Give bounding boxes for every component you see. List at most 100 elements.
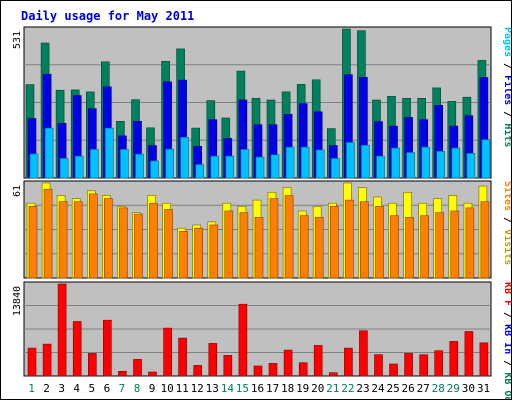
axis-legend: KB F / KB In / KB Out	[502, 282, 511, 399]
day-label: 30	[462, 382, 475, 395]
sites-bar	[329, 206, 339, 279]
pages-bar	[466, 153, 476, 179]
sites-bar	[179, 231, 188, 279]
pages-bar	[346, 142, 355, 179]
pages-bar	[180, 137, 189, 179]
kb-f-bar	[27, 347, 37, 377]
pages-bar	[285, 146, 295, 179]
sites-bar	[375, 206, 384, 279]
sites-bar	[390, 215, 399, 279]
sites-bar	[194, 227, 203, 279]
kb-f-bar	[449, 341, 459, 377]
pages-bar	[74, 155, 84, 179]
pages-bar	[240, 149, 250, 179]
day-label: 16	[251, 382, 264, 395]
pages-bar	[135, 153, 144, 179]
kb-f-bar	[118, 370, 127, 377]
pages-bar	[150, 160, 159, 179]
y-max-label: 61	[12, 185, 23, 197]
pages-bar	[481, 139, 491, 179]
kb-f-bar	[193, 365, 202, 377]
sites-bar	[345, 199, 354, 279]
sites-bar	[405, 217, 414, 279]
pages-bar	[210, 155, 220, 179]
kb-f-bar	[103, 319, 112, 377]
pages-bar	[330, 158, 340, 179]
pages-bar	[165, 148, 174, 179]
pages-bar	[421, 146, 431, 179]
day-label: 31	[477, 382, 490, 395]
sites-bar	[28, 206, 38, 279]
pages-bar	[315, 149, 325, 179]
sites-bar	[119, 207, 128, 279]
sites-bar	[149, 202, 158, 279]
legend-sites: Sites	[502, 181, 511, 211]
legend-kb-out: KB Out	[502, 372, 511, 399]
kb-f-bar	[328, 372, 338, 377]
pages-bar	[120, 149, 129, 179]
day-label: 12	[191, 382, 204, 395]
legend-/: /	[502, 306, 511, 324]
kb-f-bar	[42, 343, 52, 377]
axis-legend: Pages / Files / Hits	[502, 27, 511, 147]
day-label: 13	[206, 382, 219, 395]
legend-hits: Hits	[502, 123, 511, 147]
sites-bar	[104, 198, 113, 279]
sites-bar	[435, 212, 445, 279]
sites-bar	[465, 207, 475, 279]
day-label: 8	[134, 382, 141, 395]
sites-bar	[254, 217, 264, 279]
chart-title: Daily usage for May 2011	[21, 9, 195, 23]
day-label: 29	[447, 382, 460, 395]
kb-f-bar	[253, 365, 263, 377]
kb-f-bar	[359, 330, 368, 377]
kb-f-bar	[268, 363, 278, 377]
y-max-label: 531	[12, 31, 23, 49]
day-label: 26	[401, 382, 414, 395]
kb-f-bar	[344, 347, 353, 377]
sites-bar	[420, 215, 430, 279]
pages-bar	[436, 151, 446, 179]
legend-/: /	[502, 354, 511, 372]
sites-bar	[134, 213, 143, 279]
day-label: 1	[28, 382, 35, 395]
sites-bar	[450, 210, 460, 279]
day-label: 2	[43, 382, 50, 395]
day-label: 5	[88, 382, 95, 395]
pages-bar	[29, 153, 39, 179]
kb-f-bar	[374, 354, 383, 377]
y-max-label: 13840	[12, 286, 23, 316]
kb-f-bar	[57, 283, 67, 377]
day-label: 7	[119, 382, 126, 395]
pages-bar	[391, 147, 400, 179]
day-label: 17	[266, 382, 279, 395]
sites-bar	[73, 201, 83, 279]
sites-bar	[164, 209, 173, 279]
pages-bar	[90, 149, 99, 179]
day-label: 3	[58, 382, 65, 395]
kb-f-bar	[208, 343, 218, 377]
kb-f-bar	[283, 349, 293, 377]
sites-bar	[239, 212, 249, 279]
sites-bar	[269, 198, 279, 279]
day-label: 10	[160, 382, 173, 395]
pages-bar	[225, 155, 235, 179]
day-label: 21	[326, 382, 339, 395]
kb-f-bar	[88, 353, 97, 377]
day-label: 19	[296, 382, 309, 395]
day-label: 9	[149, 382, 156, 395]
pages-bar	[406, 152, 415, 179]
day-label: 22	[341, 382, 354, 395]
legend-kb-f: KB F	[502, 282, 511, 306]
pages-bar	[195, 164, 204, 179]
pages-bar	[44, 127, 54, 179]
sites-bar	[209, 224, 219, 279]
kb-f-bar	[479, 342, 489, 377]
axis-legend: Sites / Visits	[502, 181, 511, 265]
day-label: 28	[432, 382, 445, 395]
sites-bar	[224, 210, 234, 279]
kb-f-bar	[72, 321, 82, 377]
day-label: 18	[281, 382, 294, 395]
kb-f-bar	[313, 345, 323, 377]
kb-f-bar	[148, 371, 157, 377]
